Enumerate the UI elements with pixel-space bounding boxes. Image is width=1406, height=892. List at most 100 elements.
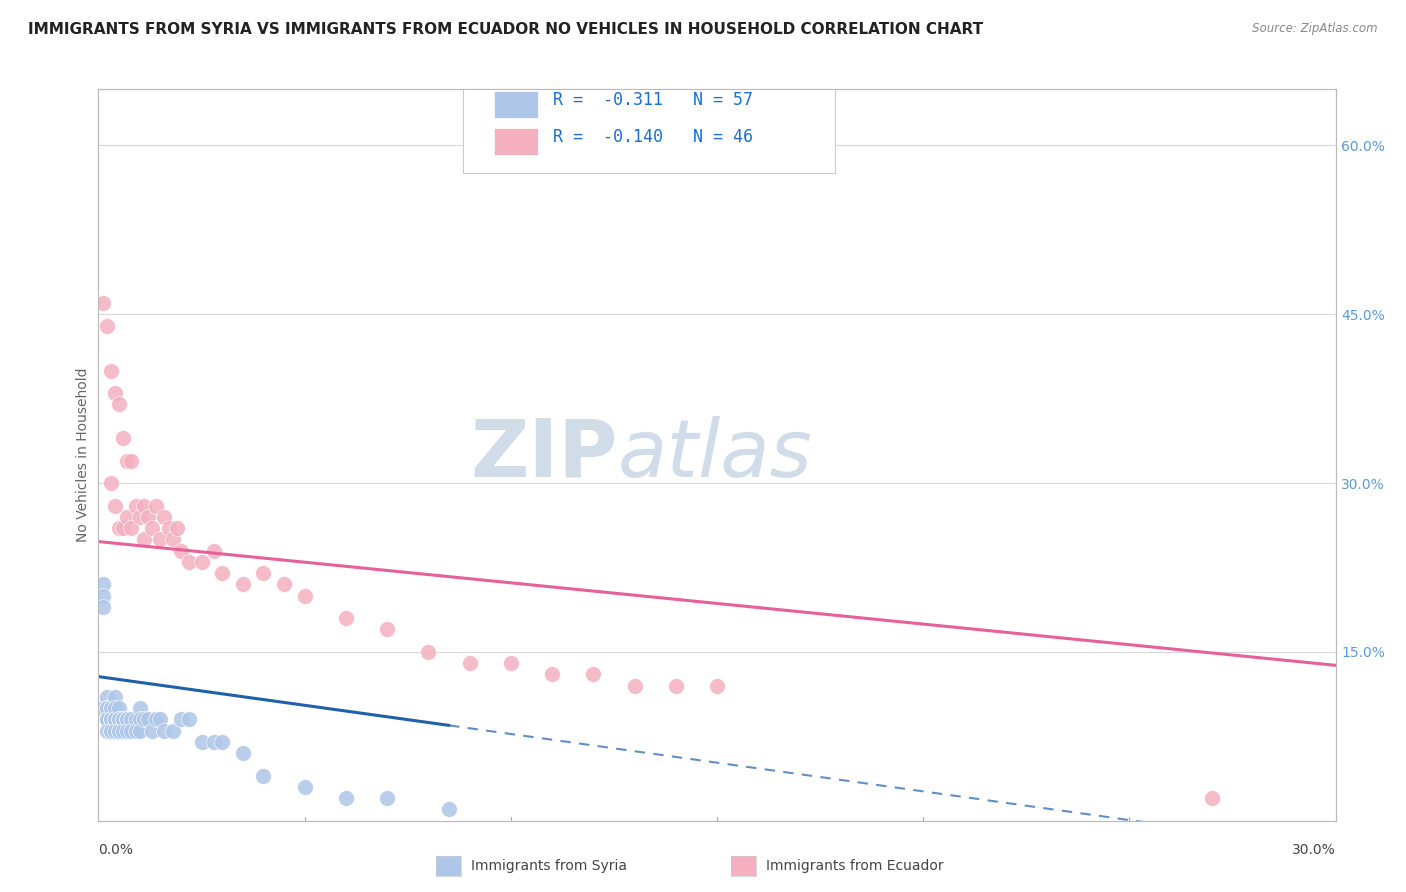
Point bbox=[124, 712, 146, 726]
Text: Source: ZipAtlas.com: Source: ZipAtlas.com bbox=[1253, 22, 1378, 36]
Point bbox=[232, 577, 254, 591]
Point bbox=[104, 723, 127, 738]
Y-axis label: No Vehicles in Household: No Vehicles in Household bbox=[76, 368, 90, 542]
Text: ZIP: ZIP bbox=[471, 416, 619, 494]
Point bbox=[232, 746, 254, 760]
Point bbox=[108, 723, 131, 738]
Point bbox=[294, 589, 316, 603]
Point bbox=[91, 577, 114, 591]
FancyBboxPatch shape bbox=[495, 91, 537, 119]
Point bbox=[117, 712, 139, 726]
Point bbox=[100, 701, 122, 715]
Point bbox=[252, 566, 274, 580]
Point bbox=[128, 509, 150, 524]
Point bbox=[162, 723, 184, 738]
FancyBboxPatch shape bbox=[495, 128, 537, 155]
Point bbox=[128, 723, 150, 738]
Point bbox=[100, 476, 122, 491]
Text: 30.0%: 30.0% bbox=[1292, 843, 1336, 856]
Point bbox=[136, 509, 159, 524]
Point bbox=[91, 701, 114, 715]
Point bbox=[100, 723, 122, 738]
Text: R =  -0.140   N = 46: R = -0.140 N = 46 bbox=[553, 128, 752, 145]
Point bbox=[190, 555, 212, 569]
Point bbox=[108, 712, 131, 726]
Point bbox=[96, 701, 118, 715]
Point bbox=[104, 386, 127, 401]
Point bbox=[665, 679, 688, 693]
Text: Immigrants from Syria: Immigrants from Syria bbox=[471, 859, 627, 873]
Point bbox=[112, 521, 135, 535]
Point bbox=[136, 712, 159, 726]
Point bbox=[499, 656, 522, 670]
Point bbox=[117, 723, 139, 738]
Point bbox=[112, 723, 135, 738]
Point bbox=[112, 431, 135, 445]
Point bbox=[104, 690, 127, 704]
Point bbox=[145, 499, 167, 513]
Point bbox=[335, 611, 357, 625]
Point bbox=[120, 723, 142, 738]
Point bbox=[170, 543, 193, 558]
Point bbox=[706, 679, 728, 693]
Point bbox=[1201, 791, 1223, 805]
Text: 0.0%: 0.0% bbox=[98, 843, 134, 856]
Point bbox=[91, 589, 114, 603]
Point bbox=[128, 701, 150, 715]
Point bbox=[104, 712, 127, 726]
Point bbox=[418, 645, 440, 659]
Point bbox=[120, 453, 142, 467]
Text: IMMIGRANTS FROM SYRIA VS IMMIGRANTS FROM ECUADOR NO VEHICLES IN HOUSEHOLD CORREL: IMMIGRANTS FROM SYRIA VS IMMIGRANTS FROM… bbox=[28, 22, 983, 37]
Point bbox=[179, 712, 201, 726]
Point bbox=[294, 780, 316, 794]
Text: atlas: atlas bbox=[619, 416, 813, 494]
Point bbox=[100, 363, 122, 377]
Point bbox=[170, 712, 193, 726]
Point bbox=[190, 735, 212, 749]
Point bbox=[179, 555, 201, 569]
Point bbox=[541, 667, 564, 681]
Point bbox=[117, 712, 139, 726]
Point bbox=[153, 509, 176, 524]
Point bbox=[91, 599, 114, 614]
Point bbox=[375, 623, 398, 637]
Point bbox=[108, 701, 131, 715]
Point bbox=[108, 712, 131, 726]
Point bbox=[623, 679, 645, 693]
Point bbox=[100, 712, 122, 726]
Point bbox=[149, 712, 172, 726]
Point bbox=[96, 690, 118, 704]
Point bbox=[100, 723, 122, 738]
Text: Immigrants from Ecuador: Immigrants from Ecuador bbox=[766, 859, 943, 873]
Text: R =  -0.311   N = 57: R = -0.311 N = 57 bbox=[553, 91, 752, 109]
Point bbox=[132, 533, 155, 547]
Point bbox=[117, 453, 139, 467]
Point bbox=[582, 667, 605, 681]
Point bbox=[132, 499, 155, 513]
Point bbox=[108, 723, 131, 738]
Point bbox=[153, 723, 176, 738]
Point bbox=[141, 521, 163, 535]
Point bbox=[132, 712, 155, 726]
Point bbox=[104, 499, 127, 513]
Point bbox=[437, 802, 460, 816]
Point bbox=[96, 318, 118, 333]
Point bbox=[273, 577, 295, 591]
Point bbox=[91, 296, 114, 310]
Point bbox=[128, 712, 150, 726]
Point bbox=[108, 521, 131, 535]
Point bbox=[100, 701, 122, 715]
Point bbox=[124, 499, 146, 513]
Point bbox=[96, 712, 118, 726]
Point bbox=[166, 521, 188, 535]
Point bbox=[96, 712, 118, 726]
Point bbox=[104, 701, 127, 715]
Point bbox=[117, 509, 139, 524]
Point bbox=[145, 712, 167, 726]
Point bbox=[120, 712, 142, 726]
Point bbox=[202, 735, 225, 749]
Point bbox=[141, 723, 163, 738]
Point bbox=[108, 397, 131, 411]
Point bbox=[149, 533, 172, 547]
Point bbox=[162, 533, 184, 547]
